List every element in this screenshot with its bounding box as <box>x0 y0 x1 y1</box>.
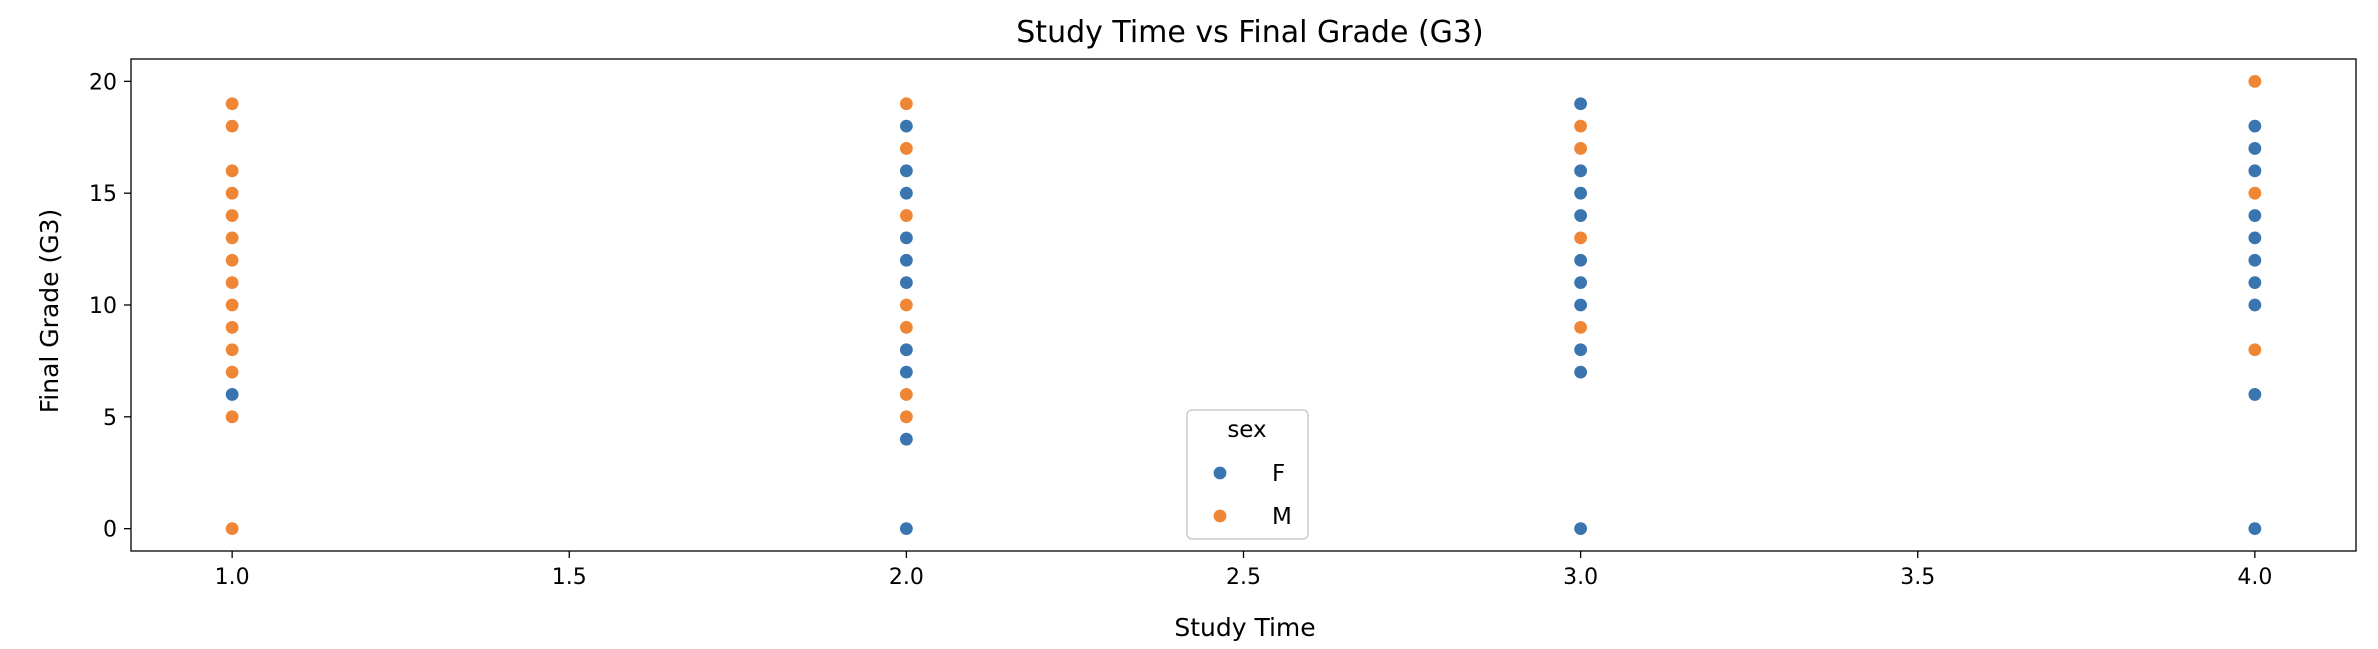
data-point-f <box>898 163 914 179</box>
data-point-m <box>224 96 240 112</box>
data-point-m <box>224 163 240 179</box>
data-point-m <box>1573 140 1589 157</box>
data-point-f <box>2247 230 2263 246</box>
legend-box <box>1186 409 1309 540</box>
data-point-m <box>2247 73 2263 89</box>
data-point-m <box>2247 342 2263 358</box>
legend-label-m: M <box>1272 504 1292 530</box>
data-point-f <box>1573 96 1589 112</box>
data-point-m <box>224 409 240 425</box>
legend-label-f: F <box>1272 461 1285 487</box>
data-point-f <box>224 386 240 403</box>
data-point-m <box>224 364 240 380</box>
y-axis-label: Final Grade (G3) <box>35 209 64 414</box>
data-point-m <box>224 185 240 201</box>
data-point-f <box>898 230 914 246</box>
data-point-m <box>1573 118 1589 134</box>
data-point-m <box>224 275 240 291</box>
data-point-f <box>2247 118 2263 134</box>
data-point-f <box>1573 252 1589 268</box>
data-point-m <box>2247 185 2263 201</box>
data-point-m <box>224 297 240 313</box>
data-point-f <box>898 275 914 291</box>
data-point-f <box>898 521 914 537</box>
data-point-f <box>2247 275 2263 291</box>
data-point-m <box>1573 230 1589 246</box>
y-tick-label: 15 <box>89 182 117 207</box>
x-tick-label: 3.0 <box>1563 565 1598 590</box>
data-point-f <box>898 431 914 447</box>
data-point-m <box>898 319 914 335</box>
data-point-f <box>1573 364 1589 380</box>
data-point-f <box>2247 386 2263 403</box>
data-point-f <box>898 364 914 380</box>
data-point-f <box>1573 275 1589 291</box>
data-point-m <box>898 96 914 112</box>
data-point-f <box>1573 185 1589 201</box>
data-point-m <box>224 252 240 268</box>
data-point-f <box>1573 163 1589 179</box>
x-tick-label: 3.5 <box>1900 565 1935 590</box>
y-tick-label: 20 <box>89 70 117 95</box>
data-point-m <box>224 207 240 224</box>
data-point-m <box>224 319 240 335</box>
y-tick-label: 0 <box>103 518 117 543</box>
y-tick-label: 5 <box>103 406 117 431</box>
data-point-m <box>898 140 914 157</box>
data-point-f <box>898 118 914 134</box>
data-point-f <box>1573 342 1589 358</box>
x-tick-label: 1.5 <box>552 565 587 590</box>
data-point-f <box>898 342 914 358</box>
legend-marker-f <box>1212 465 1228 481</box>
data-point-m <box>224 230 240 246</box>
data-point-m <box>224 118 240 134</box>
data-point-f <box>898 252 914 268</box>
data-point-f <box>1573 297 1589 313</box>
plot-area-frame <box>130 58 2357 552</box>
x-tick-label: 2.5 <box>1226 565 1261 590</box>
data-point-m <box>898 409 914 425</box>
data-point-m <box>224 342 240 358</box>
data-point-f <box>2247 163 2263 179</box>
data-point-f <box>1573 207 1589 224</box>
x-tick-label: 4.0 <box>2237 565 2272 590</box>
x-tick-label: 2.0 <box>889 565 924 590</box>
y-tick-label: 10 <box>89 294 117 319</box>
axis-ticks: 1.0 1.5 2.0 2.5 3.0 3.5 4.0 0 5 10 15 20 <box>89 70 2272 590</box>
data-point-m <box>224 521 240 537</box>
data-point-f <box>2247 521 2263 537</box>
data-point-f <box>2247 252 2263 268</box>
data-point-f <box>2247 297 2263 313</box>
data-point-m <box>898 207 914 224</box>
legend: sex F M <box>1186 409 1309 540</box>
chart-title: Study Time vs Final Grade (G3) <box>1016 15 1483 50</box>
legend-title: sex <box>1227 417 1266 443</box>
data-point-f <box>2247 207 2263 224</box>
data-point-f <box>1573 521 1589 537</box>
data-point-m <box>1573 319 1589 335</box>
x-axis-label: Study Time <box>1174 613 1315 642</box>
x-tick-label: 1.0 <box>215 565 250 590</box>
data-point-m <box>898 386 914 403</box>
data-points <box>224 73 2263 537</box>
legend-marker-m <box>1212 508 1228 524</box>
data-point-f <box>898 185 914 201</box>
data-point-m <box>898 297 914 313</box>
data-point-f <box>2247 140 2263 157</box>
